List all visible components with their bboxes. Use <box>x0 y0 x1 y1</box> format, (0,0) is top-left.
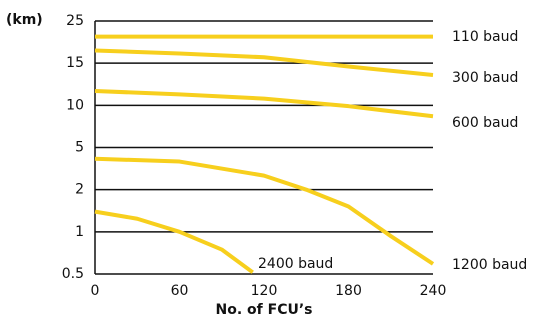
series-line <box>94 156 435 266</box>
y-tick-label: 0.5 <box>62 266 84 282</box>
series-label: 110 baud <box>452 29 518 45</box>
x-tick-label: 120 <box>251 283 278 299</box>
x-tick-label: 0 <box>91 283 100 299</box>
y-axis-label: (km) <box>6 12 43 28</box>
series-label: 1200 baud <box>452 257 527 273</box>
y-tick-label: 10 <box>66 97 84 113</box>
x-axis-label: No. of FCU’s <box>216 302 313 318</box>
y-tick-label: 5 <box>75 140 84 156</box>
y-tick-label: 2 <box>75 182 84 198</box>
x-tick-label: 180 <box>335 283 362 299</box>
x-tick-label: 240 <box>420 283 447 299</box>
series-label: 300 baud <box>452 70 518 86</box>
y-tick-label: 25 <box>66 13 84 29</box>
y-tick-label: 1 <box>75 224 84 240</box>
series-label: 600 baud <box>452 115 518 131</box>
x-tick-label: 60 <box>171 283 189 299</box>
y-tick-label: 15 <box>66 55 84 71</box>
series-line <box>94 88 434 119</box>
series-line <box>94 209 254 274</box>
series-line <box>94 48 434 77</box>
series-label: 2400 baud <box>258 256 333 272</box>
